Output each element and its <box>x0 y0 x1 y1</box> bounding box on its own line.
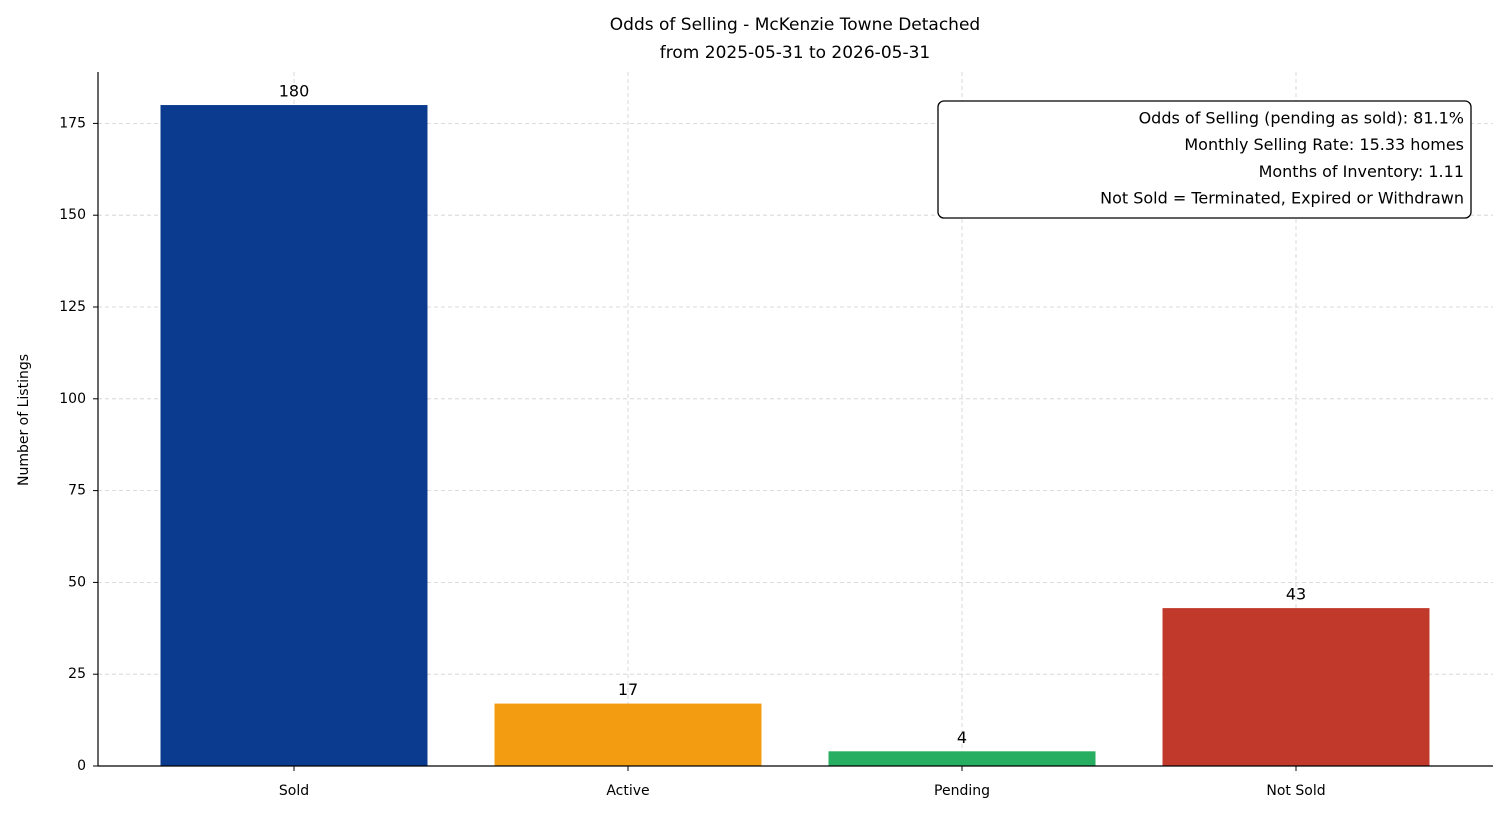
y-tick-label: 100 <box>59 391 86 407</box>
value-label: 43 <box>1286 585 1306 604</box>
value-label: 180 <box>279 82 310 101</box>
bars <box>160 105 1430 767</box>
y-tick-label: 50 <box>68 574 86 590</box>
annotation-text: Monthly Selling Rate: 15.33 homes <box>1184 135 1464 154</box>
chart-subtitle: from 2025-05-31 to 2026-05-31 <box>660 43 930 63</box>
annotation-text: Not Sold = Terminated, Expired or Withdr… <box>1100 189 1464 208</box>
y-tick-label: 175 <box>59 115 86 131</box>
overlay: 0 25 50 75 100 125 150 175 180 Sold 17 Active 4 Pendi… <box>59 72 1493 799</box>
bar <box>1162 608 1430 766</box>
y-tick-label: 125 <box>59 299 86 315</box>
y-tick-label: 75 <box>68 483 86 499</box>
bar <box>828 751 1096 766</box>
x-tick-label: Sold <box>279 783 309 799</box>
y-axis-label: Number of Listings <box>16 354 32 486</box>
y-tick-label: 25 <box>68 666 86 682</box>
x-tick-label: Not Sold <box>1266 783 1325 799</box>
bar <box>494 703 762 766</box>
annotation-box <box>937 100 1472 219</box>
y-tick-label: 0 <box>77 758 86 774</box>
value-label: 4 <box>957 728 967 747</box>
y-tick-label: 150 <box>59 207 86 223</box>
x-tick-label: Pending <box>934 783 990 799</box>
annotation-text: Odds of Selling (pending as sold): 81.1% <box>1139 109 1464 128</box>
chart-title: Odds of Selling - McKenzie Towne Detache… <box>610 15 980 35</box>
bar <box>160 105 428 767</box>
value-label: 17 <box>618 680 638 699</box>
x-tick-label: Active <box>606 783 649 799</box>
annotation-text: Months of Inventory: 1.11 <box>1259 162 1464 181</box>
